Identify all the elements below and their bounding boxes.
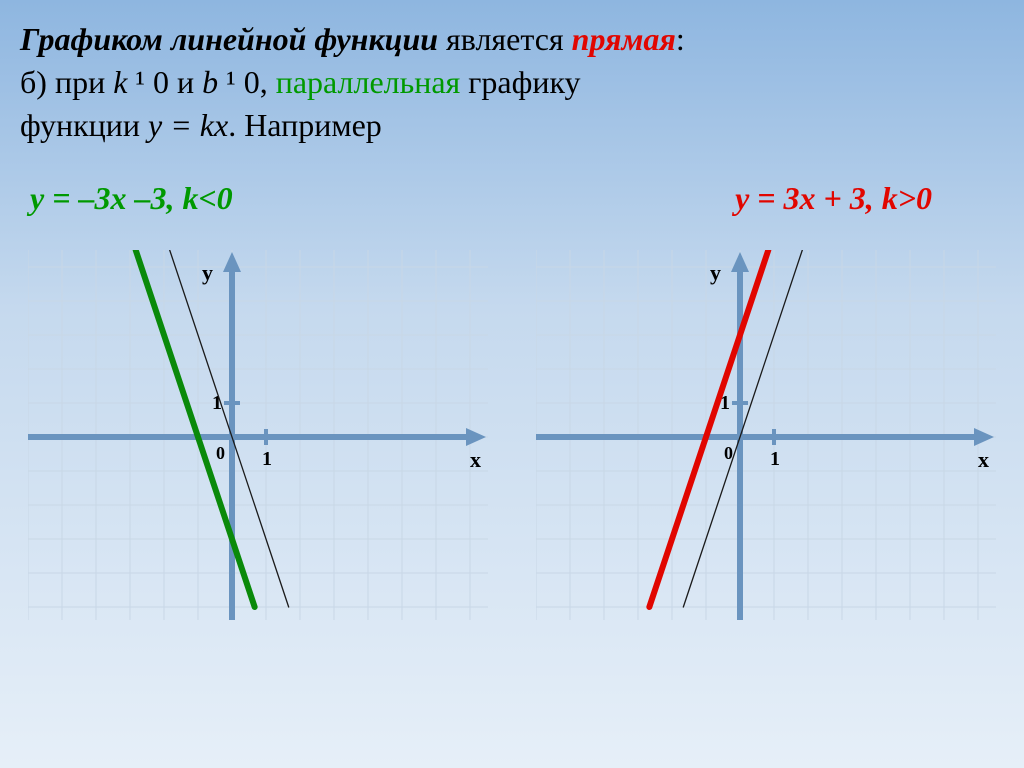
title-strong: Графиком линейной функции bbox=[20, 21, 438, 57]
svg-text:1: 1 bbox=[770, 448, 780, 470]
svg-text:0: 0 bbox=[216, 443, 225, 463]
equation-left: y = –3x –3, k<0 bbox=[30, 180, 233, 216]
equation-right: y = 3x + 3, k>0 bbox=[735, 180, 932, 217]
description-text: Графиком линейной функции является пряма… bbox=[20, 18, 932, 148]
line-1: Графиком линейной функции является пряма… bbox=[20, 18, 932, 61]
line-3: функции y = kx. Например bbox=[20, 104, 932, 147]
chart-svg: 011xy bbox=[28, 250, 488, 620]
svg-text:1: 1 bbox=[262, 448, 272, 470]
charts-row: 011xy 011xy bbox=[28, 250, 996, 620]
chart-right: 011xy bbox=[536, 250, 996, 620]
svg-text:x: x bbox=[470, 447, 481, 472]
equation-row: y = –3x –3, k<0 y = 3x + 3, k>0 bbox=[30, 180, 932, 217]
word-parallel: параллельная bbox=[276, 64, 461, 100]
slide: Графиком линейной функции является пряма… bbox=[0, 0, 1024, 768]
svg-text:y: y bbox=[710, 260, 721, 285]
chart-left: 011xy bbox=[28, 250, 488, 620]
svg-text:y: y bbox=[202, 260, 213, 285]
word-pryamaya: прямая bbox=[572, 21, 676, 57]
chart-svg: 011xy bbox=[536, 250, 996, 620]
line-2: б) при k ¹ 0 и b ¹ 0, параллельная графи… bbox=[20, 61, 932, 104]
svg-text:x: x bbox=[978, 447, 989, 472]
